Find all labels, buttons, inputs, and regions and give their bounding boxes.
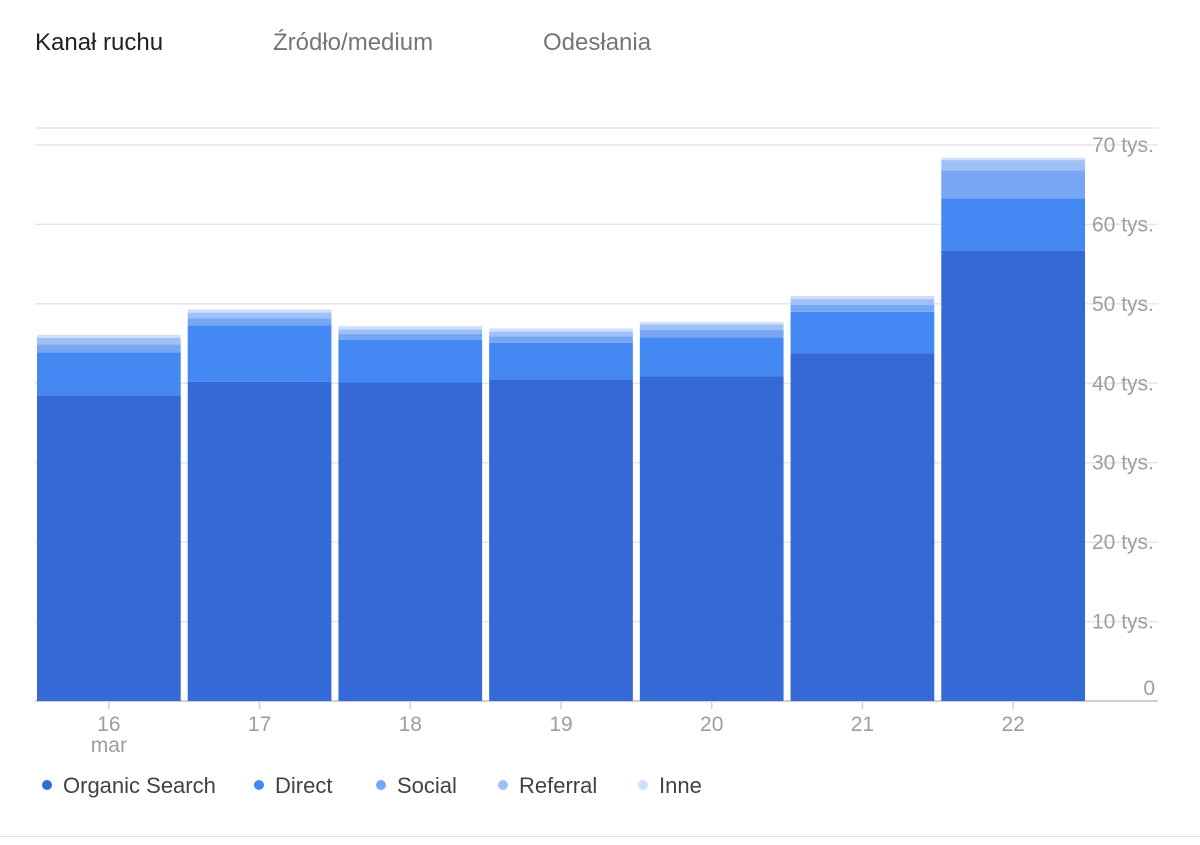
- tab-source-medium[interactable]: Źródło/medium: [273, 29, 434, 56]
- bar-segment: [941, 250, 1085, 701]
- bar-stack[interactable]: [941, 157, 1085, 701]
- bar-segment: [489, 342, 633, 380]
- bar-segment: [489, 328, 633, 332]
- x-tick-label: 16: [97, 713, 120, 736]
- bar-segment: [338, 339, 483, 383]
- y-tick-label: 50 tys.: [1092, 293, 1154, 316]
- bar-segment: [187, 312, 332, 319]
- tab-traffic-channel[interactable]: Kanał ruchu: [35, 29, 164, 56]
- bar-segment: [489, 379, 633, 701]
- x-tick-label: 17: [248, 713, 271, 736]
- y-tick-label: 40 tys.: [1092, 372, 1154, 395]
- legend-dot-icon: [498, 780, 508, 791]
- y-tick-label: 0: [1143, 677, 1155, 700]
- bottom-divider: [0, 836, 1200, 837]
- bar-segment: [639, 337, 784, 377]
- bar-segment: [790, 299, 935, 305]
- legend-label: Organic Search: [63, 773, 216, 798]
- bar-stack[interactable]: [37, 334, 181, 701]
- bar-segment: [37, 338, 181, 345]
- x-tick-label: 21: [851, 713, 874, 736]
- bar-segment: [37, 395, 181, 701]
- bar-segment: [489, 336, 633, 343]
- x-tick-sublabel: mar: [91, 734, 127, 757]
- bar-segment: [941, 157, 1085, 161]
- bar-segment: [187, 325, 332, 382]
- bar-segment: [338, 334, 483, 340]
- bar-segment: [790, 353, 935, 701]
- bar-stack[interactable]: [338, 326, 483, 701]
- bar-segment: [790, 295, 935, 300]
- x-tick-label: 22: [1001, 713, 1024, 736]
- bars: [37, 157, 1085, 701]
- tab-referrals[interactable]: Odesłania: [543, 29, 652, 56]
- bar-segment: [941, 170, 1085, 199]
- bar-segment: [187, 381, 332, 701]
- bar-segment: [639, 322, 784, 325]
- bar-segment: [639, 324, 784, 331]
- legend-item-organic-search[interactable]: Organic Search: [42, 772, 216, 800]
- bar-segment: [37, 344, 181, 353]
- legend-label: Direct: [275, 773, 333, 798]
- legend-dot-icon: [376, 780, 386, 791]
- legend-dot-icon: [638, 780, 648, 791]
- bar-stack[interactable]: [639, 322, 784, 701]
- bar-stack[interactable]: [790, 295, 935, 701]
- bar-segment: [489, 331, 633, 337]
- bar-segment: [338, 329, 483, 335]
- bar-segment: [790, 304, 935, 312]
- bar-segment: [941, 198, 1085, 251]
- bar-segment: [37, 352, 181, 396]
- x-tick-label: 19: [549, 713, 572, 736]
- x-tick-label: 20: [700, 713, 723, 736]
- legend-label: Social: [397, 773, 457, 798]
- legend-label: Inne: [659, 773, 702, 798]
- y-tick-label: 30 tys.: [1092, 452, 1154, 475]
- bar-segment: [187, 309, 332, 313]
- bar-segment: [338, 382, 483, 701]
- bar-stack[interactable]: [489, 328, 633, 701]
- legend-dot-icon: [42, 780, 52, 791]
- bar-segment: [639, 330, 784, 338]
- bar-segment: [187, 318, 332, 326]
- bar-segment: [37, 334, 181, 339]
- y-tick-label: 70 tys.: [1092, 134, 1154, 157]
- legend-item-social[interactable]: Social: [376, 772, 457, 800]
- y-tick-label: 60 tys.: [1092, 213, 1154, 236]
- axes: 0 10 tys. 20 tys. 30 tys. 40 tys. 50 tys. 60 t…: [91, 134, 1155, 757]
- legend-dot-icon: [254, 780, 264, 791]
- legend-item-referral[interactable]: Referral: [498, 772, 597, 800]
- bar-segment: [639, 376, 784, 701]
- x-tick-label: 18: [399, 713, 422, 736]
- y-tick-label: 10 tys.: [1092, 611, 1154, 634]
- bar-segment: [338, 326, 483, 330]
- legend-item-other[interactable]: Inne: [638, 772, 702, 800]
- legend-item-direct[interactable]: Direct: [254, 772, 332, 800]
- bar-stack[interactable]: [187, 309, 332, 701]
- y-tick-label: 20 tys.: [1092, 531, 1154, 554]
- bar-segment: [790, 311, 935, 354]
- legend-label: Referral: [519, 773, 598, 798]
- bar-segment: [941, 160, 1085, 171]
